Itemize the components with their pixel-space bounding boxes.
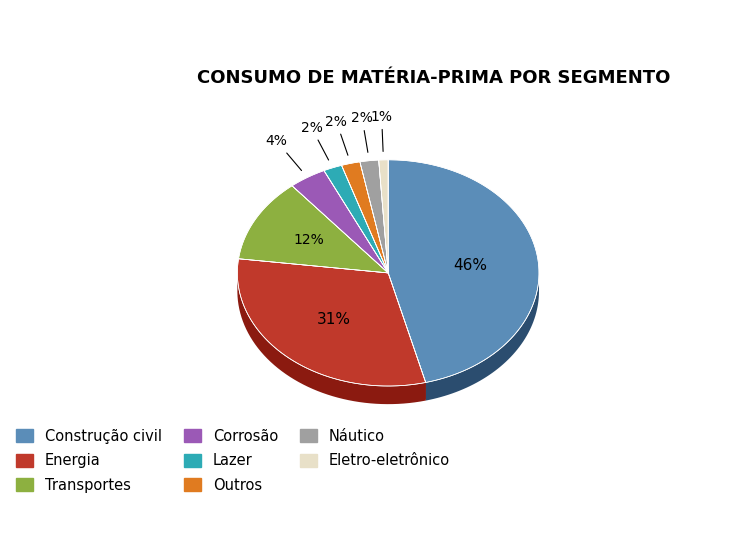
Polygon shape (237, 259, 426, 386)
Legend: Construção civil, Energia, Transportes, Corrosão, Lazer, Outros, Náutico, Eletro: Construção civil, Energia, Transportes, … (15, 429, 450, 492)
Polygon shape (388, 273, 426, 401)
Text: 2%: 2% (301, 121, 329, 160)
Polygon shape (237, 274, 426, 404)
Polygon shape (360, 160, 388, 273)
Text: 1%: 1% (370, 110, 392, 152)
Polygon shape (426, 273, 539, 401)
Polygon shape (388, 273, 426, 401)
Text: 12%: 12% (293, 233, 324, 247)
Polygon shape (388, 160, 539, 383)
Text: 46%: 46% (453, 257, 487, 273)
Polygon shape (292, 171, 388, 273)
Text: 2%: 2% (326, 115, 348, 155)
Polygon shape (342, 162, 388, 273)
Polygon shape (239, 186, 388, 273)
Text: 31%: 31% (316, 312, 351, 327)
Text: 2%: 2% (351, 111, 373, 153)
Polygon shape (324, 165, 388, 273)
Title: CONSUMO DE MATÉRIA-PRIMA POR SEGMENTO: CONSUMO DE MATÉRIA-PRIMA POR SEGMENTO (197, 69, 670, 87)
Text: 4%: 4% (266, 134, 301, 171)
Polygon shape (379, 160, 388, 273)
